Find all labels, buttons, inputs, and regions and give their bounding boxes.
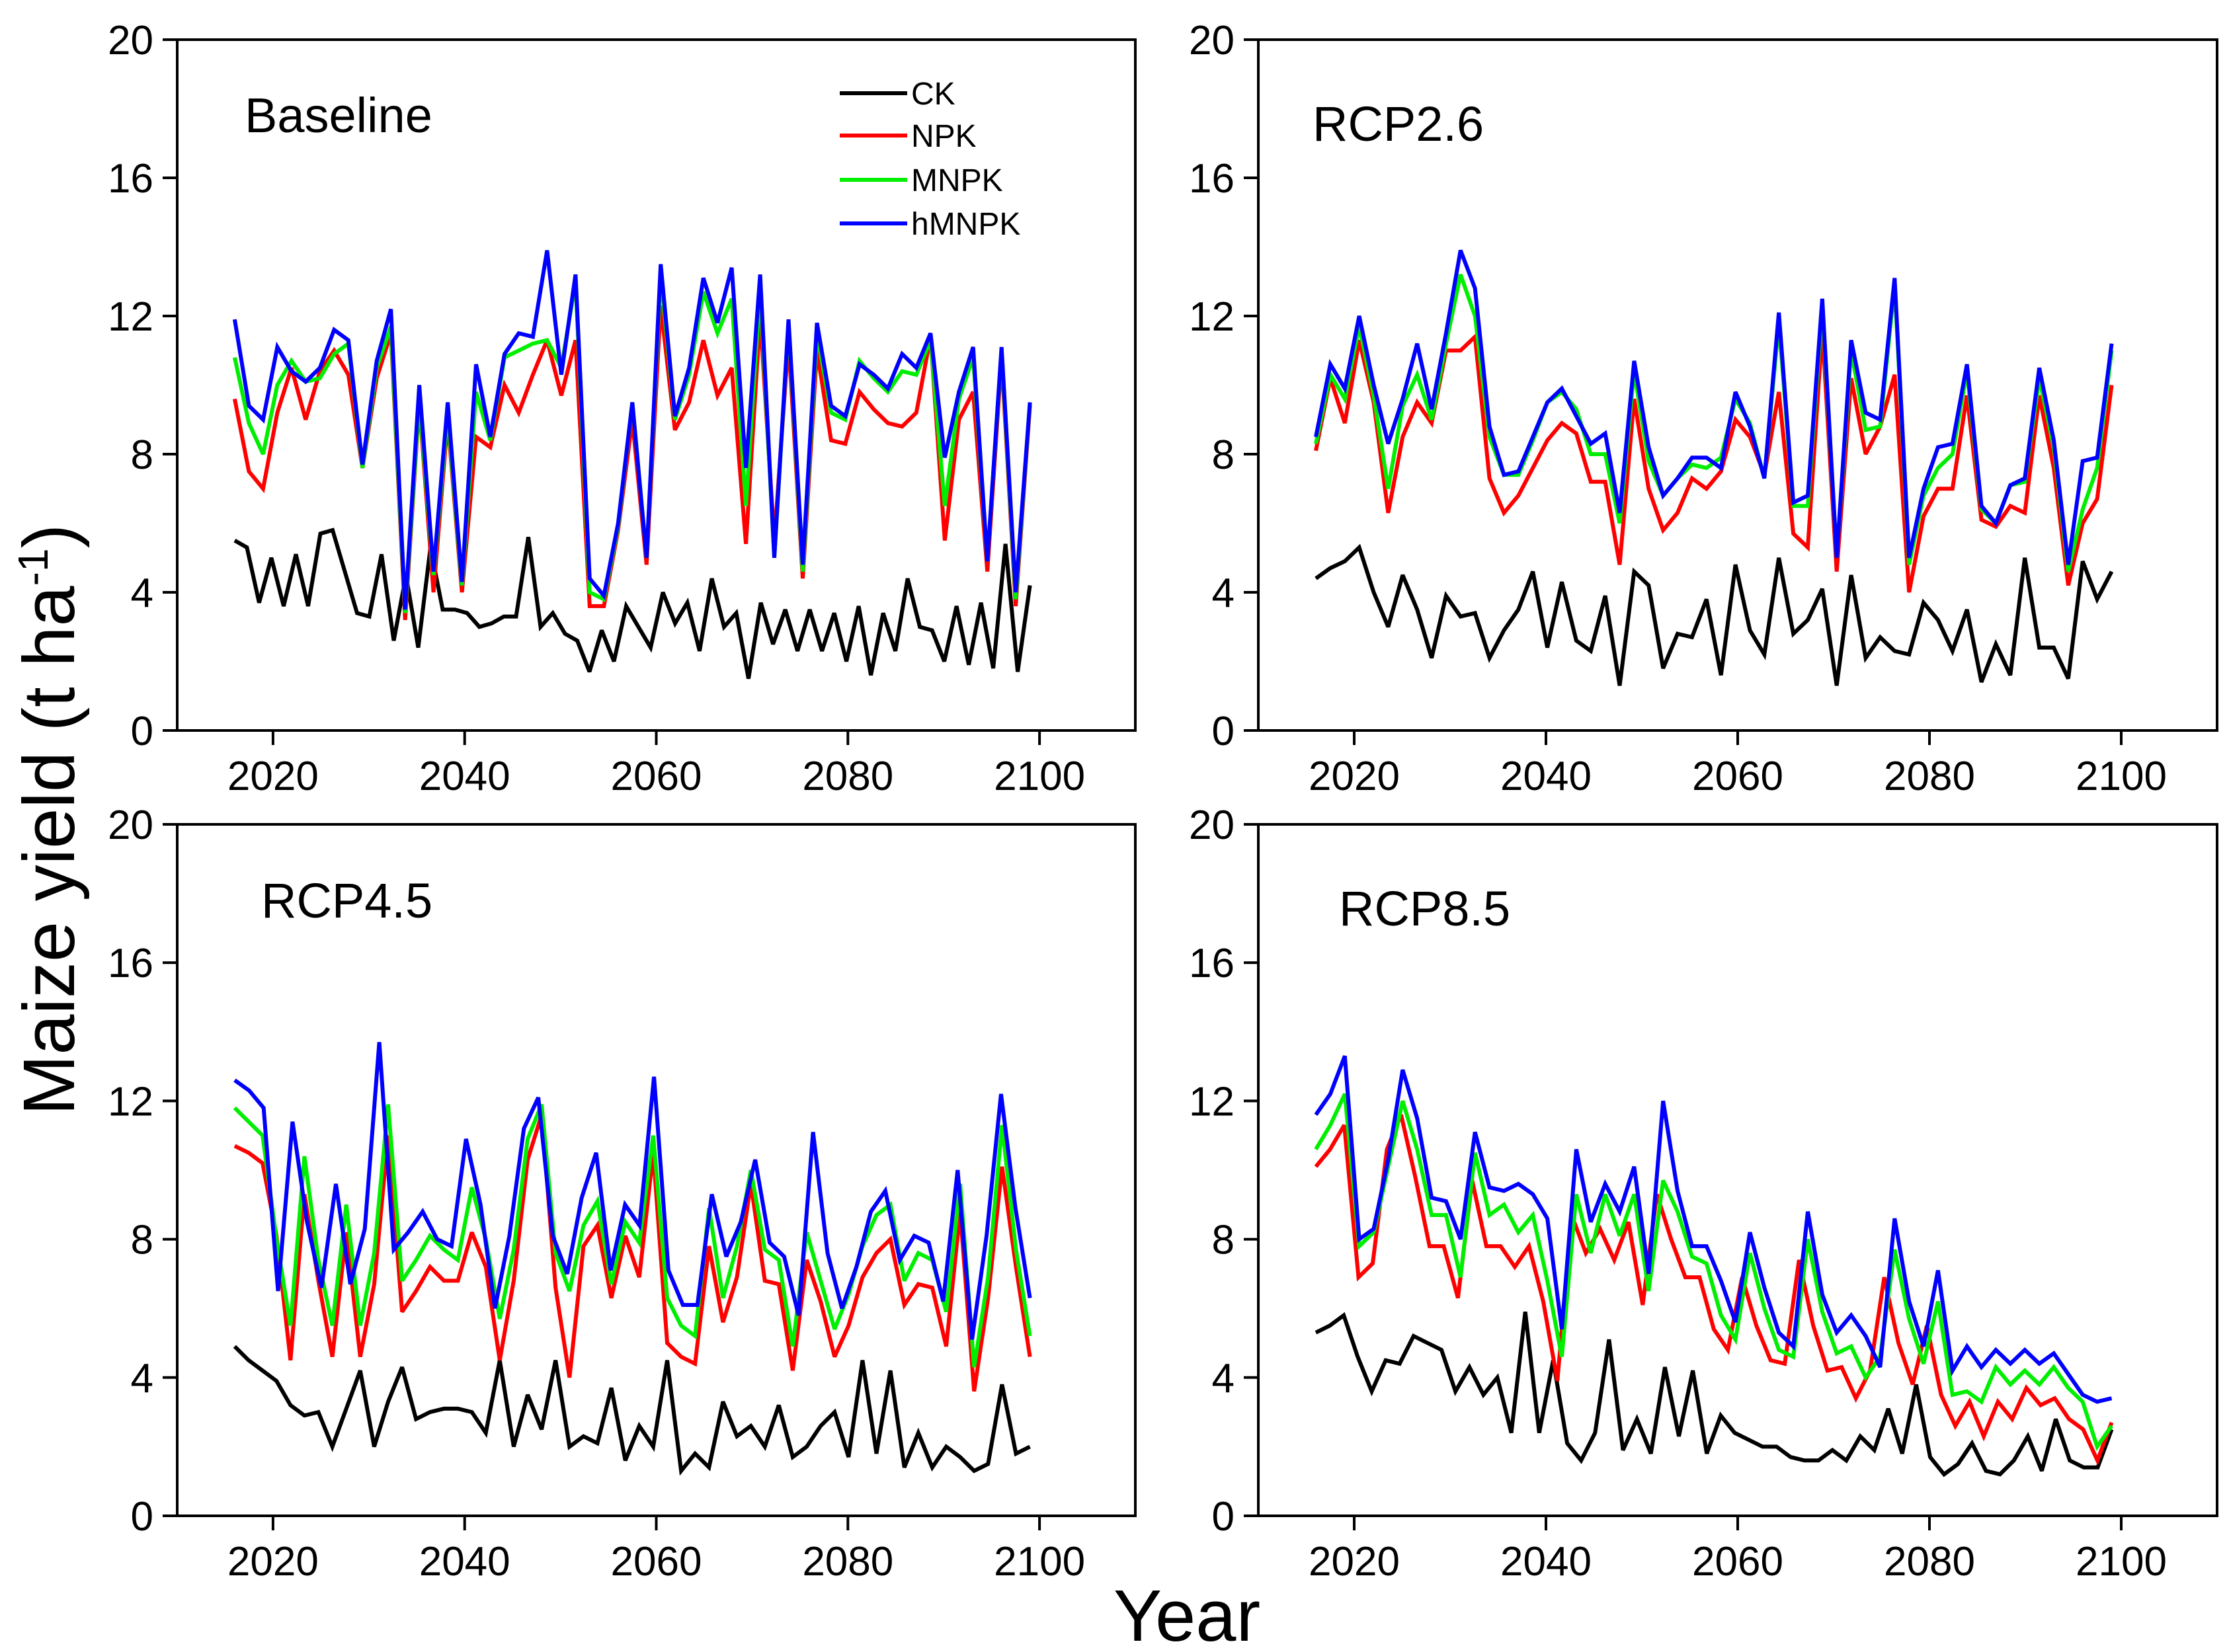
panel-title-rcp4-5: RCP4.5 (261, 873, 432, 928)
y-tick-label: 12 (1189, 1079, 1235, 1124)
y-tick-label: 12 (108, 1079, 153, 1124)
panel-title-rcp2-6: RCP2.6 (1313, 97, 1484, 151)
x-tick-label: 2100 (2076, 1539, 2167, 1585)
panel-title-rcp8-5: RCP8.5 (1339, 881, 1510, 936)
x-tick-label: 2020 (1309, 754, 1400, 799)
x-tick-label: 2080 (802, 1539, 893, 1585)
x-tick-label: 2080 (1884, 754, 1975, 799)
x-tick-label: 2040 (419, 754, 510, 799)
x-tick-label: 2060 (611, 754, 702, 799)
x-tick-label: 2060 (1692, 1539, 1783, 1585)
series-line-npk-rcp8-5 (1314, 1114, 2114, 1466)
y-tick-label: 20 (108, 18, 153, 63)
y-tick-label: 12 (108, 294, 153, 340)
x-tick-label: 2020 (1309, 1539, 1400, 1585)
y-tick-label: 16 (1189, 156, 1235, 202)
x-tick-label: 2060 (611, 1539, 702, 1585)
legend-label-ck: CK (911, 77, 955, 112)
y-axis-title-close: ) (9, 524, 90, 549)
y-tick-label: 0 (131, 709, 153, 754)
y-axis-title-main: Maize yield (t ha (9, 586, 90, 1116)
series-line-ck-rcp4-5 (233, 1345, 1031, 1476)
y-tick-label: 4 (131, 1356, 153, 1401)
series-line-hmnpk-rcp4-5 (233, 1042, 1032, 1340)
series-line-ck-rcp8-5 (1315, 1312, 2114, 1477)
panel-title-baseline: Baseline (245, 88, 432, 143)
series-line-npk-rcp4-5 (233, 1114, 1032, 1392)
y-tick-label: 0 (1212, 1494, 1235, 1540)
legend-label-hmnpk: hMNPK (911, 207, 1020, 242)
x-tick-label: 2100 (994, 1539, 1085, 1585)
y-tick-label: 8 (131, 432, 153, 478)
x-tick-label: 2100 (994, 754, 1085, 799)
x-tick-label: 2040 (1500, 754, 1592, 799)
x-tick-label: 2040 (1500, 1539, 1592, 1585)
x-tick-label: 2080 (1884, 1539, 1975, 1585)
y-tick-label: 8 (1212, 432, 1235, 478)
y-tick-label: 8 (131, 1218, 153, 1263)
series-line-hmnpk-rcp8-5 (1314, 1055, 2113, 1404)
y-tick-label: 20 (1189, 18, 1235, 63)
legend-label-npk: NPK (911, 119, 977, 154)
x-tick-label: 2020 (227, 1539, 319, 1585)
y-tick-label: 20 (1189, 803, 1235, 848)
y-tick-label: 0 (1212, 709, 1235, 754)
y-tick-label: 12 (1189, 294, 1235, 340)
y-axis-title: Maize yield (t ha-1) (9, 524, 90, 1115)
series-line-ck-rcp2-6 (1315, 543, 2114, 686)
legend-label-mnpk: MNPK (911, 163, 1003, 198)
series-line-ck-baseline (233, 528, 1032, 680)
series-line-hmnpk-rcp2-6 (1314, 249, 2114, 565)
y-axis-title-superscript: -1 (9, 548, 57, 586)
y-tick-label: 4 (1212, 1356, 1235, 1401)
y-tick-label: 4 (131, 570, 153, 616)
y-tick-label: 16 (108, 941, 153, 986)
y-tick-label: 8 (1212, 1218, 1235, 1263)
y-tick-label: 0 (131, 1494, 153, 1540)
series-line-mnpk-rcp8-5 (1314, 1093, 2113, 1452)
x-tick-label: 2100 (2076, 754, 2167, 799)
y-tick-label: 16 (1189, 941, 1235, 986)
x-tick-label: 2080 (802, 754, 893, 799)
y-tick-label: 20 (108, 803, 153, 848)
x-tick-label: 2040 (419, 1539, 510, 1585)
legend: CK NPK MNPK hMNPK (840, 77, 1020, 242)
x-axis-title: Year (1114, 1575, 1260, 1652)
y-tick-label: 16 (108, 156, 153, 202)
series-line-hmnpk-baseline (232, 250, 1032, 610)
x-tick-label: 2020 (227, 754, 319, 799)
y-tick-label: 4 (1212, 570, 1235, 616)
x-tick-label: 2060 (1692, 754, 1783, 799)
